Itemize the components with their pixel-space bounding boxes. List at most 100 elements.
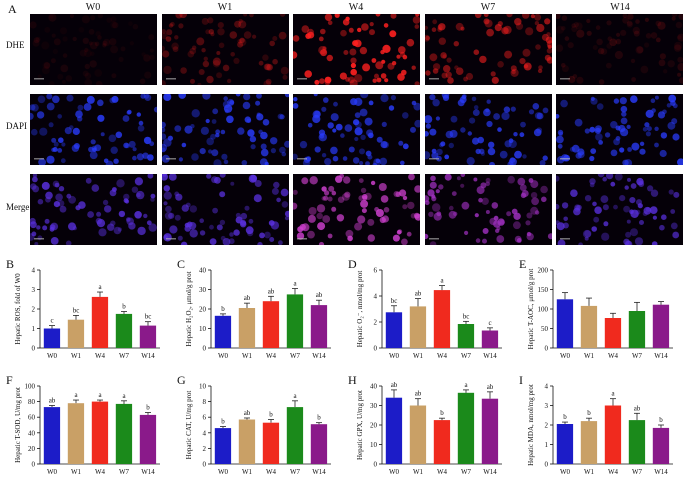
micrograph-merge-w1 [162, 174, 289, 245]
significance-letter: a [74, 391, 78, 399]
y-tick-label: 30 [199, 286, 207, 294]
bar-chart-f: F Hepatic T-SOD, U/mg prot 0 20 40 60 80 100 ab W… [0, 372, 171, 486]
x-tick-label: W0 [218, 468, 229, 476]
bar-w1 [580, 421, 598, 464]
bar-w4 [91, 401, 109, 464]
y-tick-label: 100 [538, 306, 549, 314]
significance-letter: ab [316, 291, 323, 299]
significance-letter: bc [391, 297, 398, 305]
bar-chart-c: C Hepatic H₂O₂, μmol/g prot 0 10 20 30 40 b W0 ab… [171, 256, 342, 370]
bar-w1 [409, 405, 427, 464]
y-tick-label: 0 [32, 461, 36, 469]
x-tick-label: W1 [242, 352, 253, 360]
significance-letter: c [50, 317, 53, 325]
y-tick-label: 2 [32, 306, 36, 314]
y-tick-label: 30 [370, 402, 378, 410]
significance-letter: b [587, 409, 591, 417]
y-tick-label: 1 [32, 325, 36, 333]
significance-letter: bc [463, 312, 470, 320]
y-tick-label: 40 [199, 267, 207, 275]
x-tick-label: W4 [95, 468, 106, 476]
x-tick-label: W1 [413, 352, 424, 360]
panel-letter-b: B [6, 257, 14, 271]
panel-letter-h: H [348, 373, 357, 387]
bar-w1 [67, 403, 85, 464]
significance-letter: ab [244, 294, 251, 302]
significance-letter: b [221, 418, 225, 426]
x-tick-label: W0 [47, 468, 58, 476]
y-tick-label: 4 [203, 429, 207, 437]
y-tick-label: 0 [203, 345, 207, 353]
y-tick-label: 100 [25, 383, 36, 391]
y-tick-label: 0 [203, 461, 207, 469]
bar-w0 [385, 312, 403, 349]
bar-w14 [481, 398, 499, 464]
bar-chart-d: D Hepatic O₂⁻, nmol/mg prot 0 2 4 6 bc W0 ab W1 a W… [342, 256, 513, 370]
bar-w14 [310, 424, 328, 464]
x-tick-label: W7 [461, 352, 472, 360]
bar-w0 [43, 328, 61, 348]
x-tick-label: W14 [483, 352, 497, 360]
x-tick-label: W1 [413, 468, 424, 476]
y-tick-label: 3 [545, 402, 549, 410]
x-tick-label: W4 [437, 352, 448, 360]
x-tick-label: W7 [119, 352, 130, 360]
significance-letter: b [659, 416, 663, 424]
x-tick-label: W7 [632, 468, 643, 476]
x-tick-label: W0 [389, 468, 400, 476]
significance-letter: b [269, 411, 273, 419]
y-tick-label: 2 [545, 422, 549, 430]
x-tick-label: W0 [560, 468, 571, 476]
y-tick-label: 20 [199, 306, 207, 314]
y-axis-label: Hepatic T-SOD, U/mg prot [14, 387, 22, 463]
significance-letter: b [317, 414, 321, 422]
y-tick-label: 10 [370, 441, 378, 449]
bar-chart-b: B Hepatic ROS, fold of W0 0 1 2 3 4 c W0 bc W1 a W4 b… [0, 256, 171, 370]
x-tick-label: W0 [560, 352, 571, 360]
bar-w4 [604, 405, 622, 464]
y-axis-label: Hepatic MDA, nmol/mg prot [527, 384, 535, 466]
x-tick-label: W14 [141, 352, 155, 360]
x-tick-label: W14 [312, 352, 326, 360]
y-tick-label: 1 [545, 441, 549, 449]
significance-letter: a [98, 391, 102, 399]
bar-w7 [628, 311, 646, 348]
significance-letter: a [464, 381, 468, 389]
significance-letter: b [221, 305, 225, 313]
micrograph-merge-w7 [425, 174, 552, 245]
y-tick-label: 200 [538, 267, 549, 275]
y-tick-label: 0 [374, 345, 378, 353]
x-tick-label: W7 [290, 468, 301, 476]
bar-w1 [580, 305, 598, 348]
row-label-dapi: DAPI [6, 121, 28, 131]
bar-w7 [286, 294, 304, 348]
column-header-w7: W7 [480, 2, 496, 13]
x-tick-label: W14 [654, 468, 668, 476]
y-tick-label: 6 [203, 414, 207, 422]
y-tick-label: 4 [374, 293, 378, 301]
x-tick-label: W1 [584, 468, 595, 476]
bar-w7 [115, 403, 133, 464]
significance-letter: a [122, 392, 126, 400]
bar-w7 [628, 420, 646, 464]
row-label-merge: Merge [6, 202, 30, 212]
y-tick-label: 40 [28, 429, 36, 437]
bar-w1 [67, 319, 85, 348]
y-tick-label: 10 [199, 383, 207, 391]
significance-letter: a [440, 277, 444, 285]
y-tick-label: 0 [32, 345, 36, 353]
column-header-w0: W0 [85, 2, 101, 13]
bar-w4 [91, 296, 109, 348]
significance-letter: c [488, 319, 491, 327]
x-tick-label: W4 [608, 352, 619, 360]
significance-letter: ab [49, 397, 56, 405]
x-tick-label: W4 [95, 352, 106, 360]
panel-letter-f: F [6, 373, 13, 387]
bar-w7 [115, 313, 133, 348]
y-tick-label: 10 [199, 325, 207, 333]
y-tick-label: 0 [545, 461, 549, 469]
x-tick-label: W0 [389, 352, 400, 360]
significance-letter: b [440, 409, 444, 417]
bar-w7 [457, 324, 475, 348]
bar-chart-i: I Hepatic MDA, nmol/mg prot 0 1 2 3 4 b W0 b W1 a W4… [513, 372, 684, 486]
